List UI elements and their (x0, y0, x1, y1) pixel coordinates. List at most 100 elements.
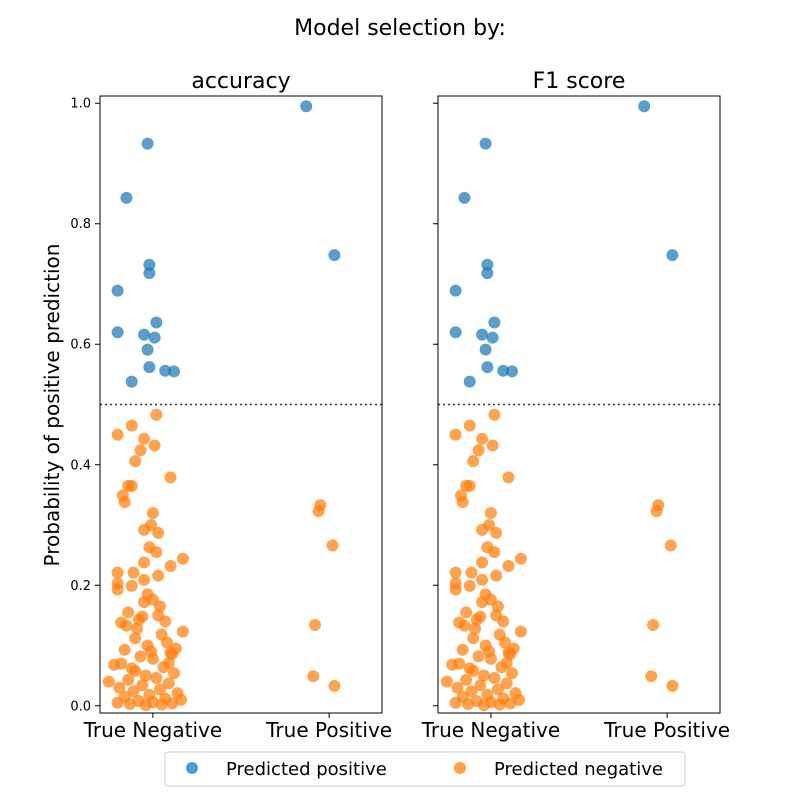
data-point (129, 455, 142, 468)
data-point (484, 506, 497, 519)
data-point (446, 658, 459, 671)
data-point (118, 643, 131, 656)
series-predicted-positive (111, 100, 341, 388)
data-point (162, 656, 175, 669)
data-point (328, 679, 341, 692)
series-predicted-negative (102, 408, 341, 712)
data-point (502, 559, 515, 572)
data-point (449, 284, 462, 297)
data-point (300, 100, 313, 113)
data-point (467, 632, 480, 645)
data-point (164, 471, 177, 484)
data-point (168, 365, 181, 378)
data-point (141, 343, 154, 356)
data-point (486, 331, 499, 344)
data-point (472, 444, 485, 457)
data-point (143, 258, 156, 271)
data-point (477, 669, 490, 682)
data-point (449, 696, 462, 709)
legend: Predicted positive Predicted negative (164, 751, 686, 787)
data-point (328, 249, 341, 262)
data-point (498, 636, 511, 649)
data-point (476, 556, 489, 569)
data-point (159, 364, 172, 377)
legend-label-negative: Predicted negative (494, 759, 663, 780)
data-point (451, 681, 464, 694)
data-point (440, 675, 453, 688)
data-point (465, 685, 478, 698)
data-point (463, 375, 476, 388)
data-point (150, 672, 163, 685)
legend-marker-positive (186, 762, 198, 774)
data-point (481, 361, 494, 374)
data-point (497, 615, 510, 628)
data-point (139, 699, 152, 712)
data-point (460, 606, 473, 619)
data-point (488, 672, 501, 685)
data-point (150, 408, 163, 421)
plot-frame (99, 95, 383, 714)
y-tick-label: 0.2 (70, 579, 91, 594)
data-point (111, 696, 124, 709)
data-point (146, 506, 159, 519)
data-point (647, 619, 660, 632)
legend-label-positive: Predicted positive (226, 759, 387, 780)
data-point (506, 365, 519, 378)
data-point (118, 496, 131, 509)
data-point (108, 658, 121, 671)
data-point (113, 681, 126, 694)
data-point (497, 364, 510, 377)
data-point (160, 636, 173, 649)
panel-f1-score: F1 score True Negative True Positive (421, 69, 731, 742)
x-tick-label: True Positive (265, 718, 392, 742)
data-point (486, 439, 499, 452)
data-point (467, 455, 480, 468)
data-point (148, 439, 161, 452)
data-point (134, 444, 147, 457)
data-point (514, 625, 527, 638)
data-point (483, 645, 496, 658)
data-point (481, 267, 494, 280)
data-point (488, 546, 501, 559)
data-point (152, 526, 165, 539)
data-point (111, 583, 124, 596)
data-point (476, 432, 489, 445)
x-tick-label: True Negative (83, 718, 223, 742)
y-tick-label: 0.8 (70, 217, 91, 232)
y-tick-label: 0.6 (70, 338, 91, 353)
series-predicted-negative (440, 408, 679, 712)
data-point (502, 471, 515, 484)
data-point (125, 662, 138, 675)
data-point (176, 625, 189, 638)
data-point (127, 685, 140, 698)
data-point (479, 343, 492, 356)
data-point (477, 699, 490, 712)
data-point (155, 698, 168, 711)
data-point (134, 650, 147, 663)
data-point (168, 667, 181, 680)
data-point (138, 596, 151, 609)
data-point (476, 596, 489, 609)
data-point (164, 559, 177, 572)
data-point (150, 546, 163, 559)
data-point (136, 679, 149, 692)
data-point (139, 669, 152, 682)
data-point (166, 647, 179, 660)
y-tick-label: 1.0 (70, 97, 91, 112)
data-point (120, 191, 133, 204)
data-point (476, 523, 489, 536)
data-point (490, 569, 503, 582)
data-point (141, 137, 154, 150)
data-point (129, 632, 142, 645)
data-point (309, 619, 322, 632)
data-point (645, 670, 658, 683)
data-point (469, 622, 482, 635)
data-point (143, 361, 156, 374)
data-point (456, 643, 469, 656)
data-point (472, 650, 485, 663)
data-point (638, 100, 651, 113)
panel-title: F1 score (533, 69, 626, 94)
data-point (504, 647, 517, 660)
x-tick-label: True Negative (421, 718, 561, 742)
data-point (138, 432, 151, 445)
